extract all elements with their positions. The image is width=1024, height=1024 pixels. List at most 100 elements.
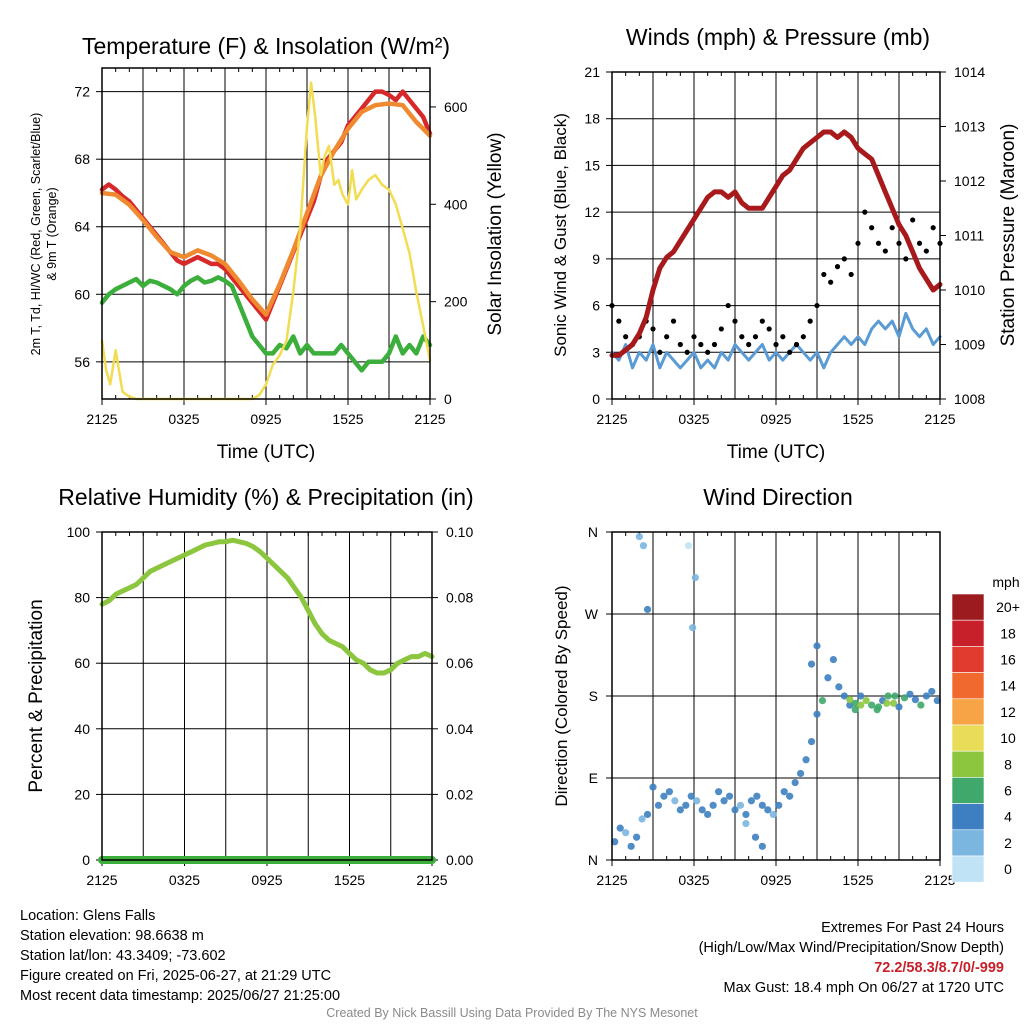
gust-point (807, 318, 813, 324)
gust-point (834, 264, 841, 270)
direction-point (900, 694, 909, 702)
y-tick-label: 0 (592, 391, 600, 407)
colorbar-swatch (951, 777, 985, 804)
series-line (99, 537, 435, 676)
x-tick-label: 1525 (842, 411, 873, 427)
x-tick-label: 2125 (414, 411, 445, 427)
gust-point (698, 341, 704, 348)
gust-point (862, 209, 868, 215)
direction-point (813, 710, 821, 718)
y2-tick-label: 1008 (954, 391, 985, 407)
y-tick-label: N (588, 852, 598, 868)
gust-point (882, 248, 888, 254)
y2-tick-label: 600 (444, 99, 468, 115)
y-tick-label: S (589, 688, 598, 704)
panel-1: 2125 0325 0925 1525 2125 Temperature (F) & In… (29, 33, 506, 463)
gust-point (677, 341, 683, 348)
gust-point (739, 334, 745, 340)
y-axis-label: Sonic Wind & Gust (Blue, Black) (551, 113, 570, 357)
gust-point (814, 302, 820, 309)
colorbar-swatch (951, 724, 985, 752)
y-tick-label: 0 (82, 852, 90, 868)
panel-title: Winds (mph) & Pressure (mb) (626, 24, 930, 50)
y-tick-label: 60 (74, 286, 90, 302)
direction-point (857, 701, 865, 709)
y-tick-label: 9 (592, 251, 600, 267)
gust-point (903, 256, 909, 262)
gust-point (650, 326, 656, 332)
y-tick-label: 68 (74, 151, 90, 167)
gust-point (855, 240, 861, 246)
latlon-text: Station lat/lon: 43.3409; -73.602 (20, 948, 226, 964)
y2-tick-label: 1009 (954, 337, 985, 353)
y-axis-label: Percent & Precipitation (26, 599, 47, 792)
y-tick-label: 40 (74, 721, 90, 737)
gust-point (848, 271, 854, 278)
colorbar-swatch (951, 646, 985, 673)
y2-tick-label: 0.00 (446, 852, 473, 868)
direction-point (698, 806, 706, 814)
created-text: Figure created on Fri, 2025-06-27, at 21… (20, 968, 332, 984)
x-tick-label: 1525 (842, 872, 873, 888)
y2-tick-label: 0.02 (446, 786, 473, 802)
y-tick-label: 20 (74, 786, 90, 802)
panel-3: 2125 0325 0925 1525 2125 Relative Humidity (%… (26, 484, 474, 888)
max-gust-text: Max Gust: 18.4 mph On 06/27 at 1720 UTC (723, 980, 1004, 996)
y-tick-label: 56 (74, 354, 90, 370)
gust-point (746, 341, 752, 348)
colorbar-tick-label: 20+ (996, 599, 1020, 615)
direction-point (660, 792, 668, 800)
x-tick-label: 2125 (86, 872, 117, 888)
gust-point (889, 225, 895, 231)
colorbar-tick-label: 2 (1004, 835, 1012, 851)
direction-point (720, 797, 728, 805)
y-tick-label: 100 (67, 524, 91, 540)
direction-point (671, 797, 679, 805)
panel-2: 2125 0325 0925 1525 2125 Winds (mph) & Pressu… (551, 24, 1019, 463)
direction-point (649, 783, 657, 791)
direction-point (786, 792, 794, 800)
direction-point (813, 642, 821, 650)
direction-point (751, 833, 760, 841)
direction-point (715, 788, 723, 796)
colorbar-tick-label: 8 (1004, 756, 1012, 772)
y-tick-label: W (585, 606, 599, 622)
gust-point (773, 341, 779, 348)
direction-point (807, 660, 816, 668)
gust-point (691, 334, 697, 340)
gust-point (684, 349, 690, 355)
x-tick-label: 2125 (924, 411, 955, 427)
y2-tick-label: 1013 (954, 119, 985, 135)
credit-line: Created By Nick Bassill Using Data Provi… (326, 1006, 698, 1020)
direction-point (691, 573, 699, 582)
direction-point (689, 624, 697, 632)
direction-point (725, 792, 734, 800)
colorbar-swatch (951, 593, 985, 621)
recent-timestamp-text: Most recent data timestamp: 2025/06/27 2… (20, 988, 341, 1004)
gust-point (875, 240, 882, 246)
extremes-subtitle: (High/Low/Max Wind/Precipitation/Snow De… (698, 940, 1004, 956)
direction-point (665, 788, 674, 796)
gust-point (787, 349, 793, 355)
direction-point (917, 701, 925, 709)
y-tick-label: 80 (74, 590, 90, 606)
direction-point (643, 605, 652, 614)
colorbar-swatch (951, 698, 985, 726)
gust-point (725, 302, 731, 309)
direction-point (857, 692, 865, 700)
direction-point (895, 703, 903, 711)
y-axis-label: & 9m T (Orange) (45, 187, 59, 280)
direction-point (764, 806, 772, 814)
y2-tick-label: 0.04 (446, 721, 473, 737)
y2-tick-label: 0.06 (446, 655, 473, 671)
x-tick-label: 0925 (251, 872, 282, 888)
direction-point (736, 801, 745, 809)
series-line (610, 311, 942, 370)
gust-point (896, 240, 902, 246)
direction-point (906, 690, 914, 698)
direction-point (747, 797, 756, 805)
panel-title: Wind Direction (703, 484, 853, 510)
direction-point (616, 824, 624, 832)
direction-point (676, 806, 684, 814)
gust-point (793, 341, 800, 348)
